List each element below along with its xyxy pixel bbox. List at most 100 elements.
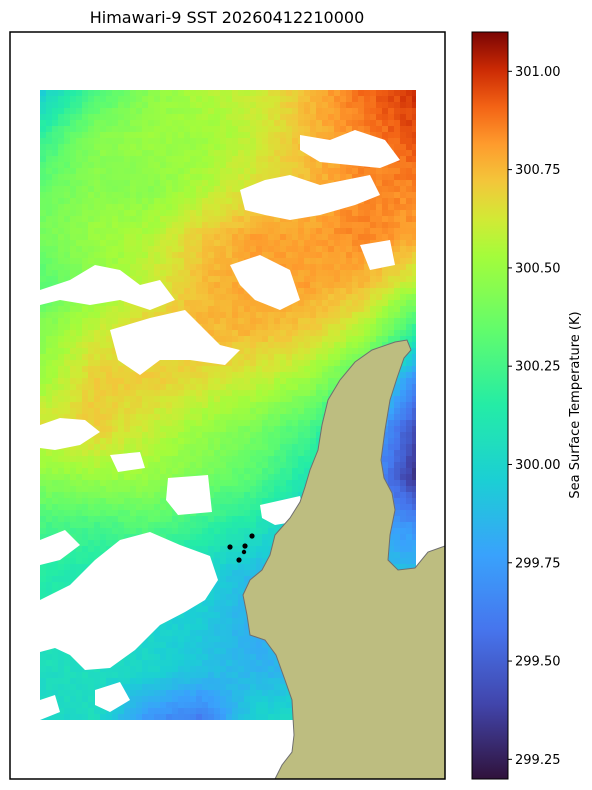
sst-pixel	[400, 420, 407, 427]
sst-pixel	[298, 480, 305, 487]
sst-pixel	[256, 120, 263, 127]
sst-pixel	[190, 264, 197, 271]
sst-pixel	[106, 342, 113, 349]
sst-pixel	[130, 204, 137, 211]
sst-pixel	[172, 426, 179, 433]
sst-pixel	[250, 492, 257, 499]
sst-pixel	[316, 288, 323, 295]
sst-pixel	[286, 336, 293, 343]
sst-pixel	[94, 198, 101, 205]
sst-pixel	[232, 516, 239, 523]
sst-pixel	[310, 282, 317, 289]
sst-pixel	[286, 456, 293, 463]
sst-pixel	[64, 138, 71, 145]
sst-pixel	[328, 264, 335, 271]
sst-pixel	[232, 396, 239, 403]
sst-pixel	[304, 174, 311, 181]
sst-pixel	[160, 516, 167, 523]
sst-pixel	[310, 228, 317, 235]
sst-pixel	[346, 264, 353, 271]
sst-pixel	[70, 258, 77, 265]
sst-pixel	[166, 132, 173, 139]
sst-pixel	[70, 552, 77, 559]
sst-pixel	[304, 246, 311, 253]
sst-pixel	[166, 108, 173, 115]
sst-pixel	[268, 486, 275, 493]
sst-pixel	[400, 132, 407, 139]
sst-pixel	[346, 336, 353, 343]
sst-pixel	[148, 120, 155, 127]
sst-pixel	[142, 312, 149, 319]
sst-pixel	[88, 354, 95, 361]
sst-pixel	[286, 474, 293, 481]
sst-pixel	[46, 162, 53, 169]
sst-pixel	[100, 534, 107, 541]
sst-pixel	[130, 270, 137, 277]
sst-pixel	[214, 534, 221, 541]
sst-pixel	[208, 390, 215, 397]
sst-pixel	[208, 528, 215, 535]
sst-pixel	[148, 96, 155, 103]
sst-pixel	[214, 546, 221, 553]
sst-pixel	[346, 216, 353, 223]
sst-pixel	[280, 408, 287, 415]
sst-pixel	[100, 192, 107, 199]
sst-pixel	[82, 186, 89, 193]
sst-pixel	[76, 150, 83, 157]
sst-pixel	[316, 336, 323, 343]
sst-pixel	[190, 426, 197, 433]
sst-pixel	[142, 498, 149, 505]
sst-pixel	[280, 240, 287, 247]
sst-pixel	[160, 360, 167, 367]
sst-pixel	[100, 312, 107, 319]
sst-pixel	[196, 204, 203, 211]
sst-pixel	[400, 378, 407, 385]
sst-pixel	[220, 330, 227, 337]
sst-pixel	[76, 252, 83, 259]
sst-pixel	[184, 192, 191, 199]
sst-pixel	[154, 462, 161, 469]
sst-pixel	[202, 372, 209, 379]
sst-pixel	[142, 474, 149, 481]
sst-pixel	[178, 540, 185, 547]
sst-pixel	[274, 426, 281, 433]
sst-pixel	[238, 300, 245, 307]
sst-pixel	[394, 474, 401, 481]
sst-pixel	[52, 516, 59, 523]
sst-pixel	[178, 264, 185, 271]
sst-pixel	[250, 246, 257, 253]
sst-pixel	[220, 186, 227, 193]
sst-pixel	[136, 162, 143, 169]
sst-pixel	[70, 384, 77, 391]
sst-pixel	[52, 252, 59, 259]
sst-pixel	[220, 150, 227, 157]
sst-pixel	[406, 234, 413, 241]
sst-pixel	[388, 186, 395, 193]
sst-pixel	[406, 210, 413, 217]
sst-pixel	[376, 276, 383, 283]
sst-pixel	[64, 480, 71, 487]
sst-pixel	[106, 330, 113, 337]
sst-pixel	[106, 138, 113, 145]
sst-pixel	[394, 240, 401, 247]
sst-pixel	[232, 198, 239, 205]
sst-pixel	[322, 228, 329, 235]
sst-pixel	[280, 90, 287, 97]
sst-pixel	[166, 150, 173, 157]
sst-pixel	[352, 324, 359, 331]
sst-pixel	[94, 90, 101, 97]
sst-pixel	[238, 306, 245, 313]
sst-pixel	[100, 144, 107, 151]
sst-pixel	[256, 324, 263, 331]
sst-pixel	[106, 396, 113, 403]
sst-pixel	[184, 120, 191, 127]
sst-pixel	[58, 138, 65, 145]
sst-pixel	[208, 198, 215, 205]
sst-pixel	[46, 180, 53, 187]
sst-pixel	[298, 438, 305, 445]
sst-pixel	[70, 534, 77, 541]
sst-pixel	[220, 534, 227, 541]
sst-pixel	[124, 180, 131, 187]
sst-pixel	[346, 234, 353, 241]
sst-pixel	[166, 240, 173, 247]
